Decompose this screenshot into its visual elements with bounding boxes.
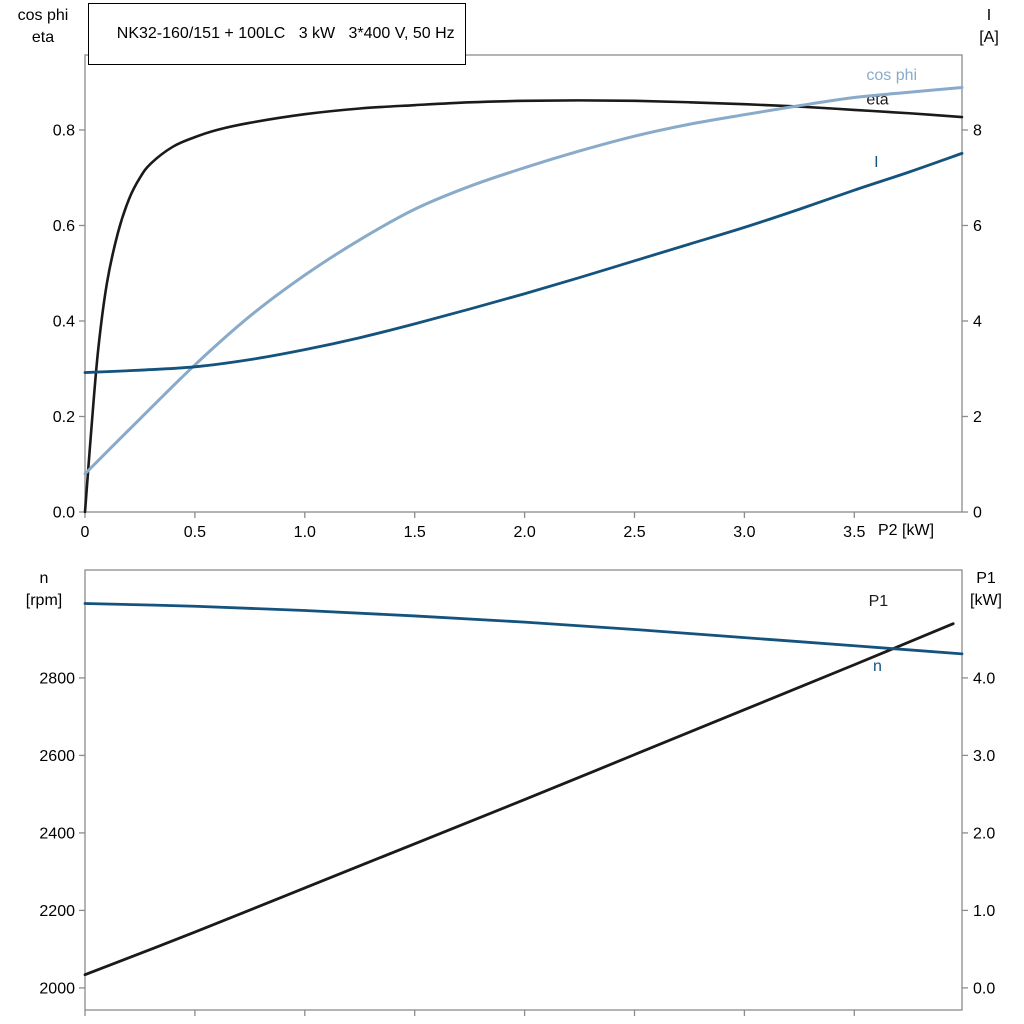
x-tick-label: 2.5 (623, 524, 645, 541)
right-axis-label-line2: [kW] (970, 592, 1002, 609)
top-left-axis-label: cos phi eta (4, 5, 82, 49)
right-tick-label: 1.0 (973, 903, 995, 920)
series-n-curve (83, 602, 964, 656)
right-axis-label-line2: [A] (979, 29, 999, 46)
left-axis-label-line2: [rpm] (25, 592, 63, 609)
series-cos-phi-curve (83, 85, 964, 476)
x-tick-label: 2.0 (513, 524, 535, 541)
right-tick-label: 8 (973, 122, 982, 139)
x-tick-label: 0.5 (184, 524, 206, 541)
chart-title: NK32-160/151 + 100LC 3 kW 3*400 V, 50 Hz (116, 25, 455, 42)
top-chart: 0.0 0.2 0.4 0.6 0.8 0 2 4 6 8 0 0.5 1.0 1.5 2.0 2.5 3.0 3… (53, 54, 982, 541)
series-I-label: I (874, 154, 878, 171)
chart-title-box: NK32-160/151 + 100LC 3 kW 3*400 V, 50 Hz (88, 3, 466, 65)
x-tick-label: 1.5 (404, 524, 426, 541)
right-tick-label: 4 (973, 313, 982, 330)
left-tick-label: 2000 (39, 980, 75, 997)
x-tick-label: 3.0 (733, 524, 755, 541)
series-eta-curve (83, 99, 964, 514)
right-tick-label: 2.0 (973, 825, 995, 842)
right-axis-label-line1: I (986, 7, 992, 24)
series-cos-phi-label: cos phi (866, 67, 917, 84)
left-axis-label-line1: n (39, 570, 49, 587)
left-tick-label: 2600 (39, 748, 75, 765)
right-tick-label: 3.0 (973, 748, 995, 765)
left-tick-label: 0.2 (53, 409, 75, 426)
right-tick-label: 0 (973, 505, 982, 522)
top-right-axis-label: I [A] (960, 5, 1018, 49)
x-tick-label: 0 (81, 524, 90, 541)
right-tick-label: 6 (973, 218, 982, 235)
x-tick-label: 1.0 (294, 524, 316, 541)
left-tick-label: 2200 (39, 903, 75, 920)
left-tick-label: 2400 (39, 825, 75, 842)
series-P1-label: P1 (869, 593, 889, 610)
left-axis-label-line1: cos phi (17, 7, 69, 24)
left-axis-label-line2: eta (31, 29, 55, 46)
left-tick-label: 0.8 (53, 122, 75, 139)
top-plot-border (84, 54, 963, 513)
top-x-axis-label: P2 [kW] (878, 522, 935, 539)
bottom-chart: 2000 2200 2400 2600 2800 0.0 1.0 2.0 3.0 4.0 P1 n (39, 569, 995, 1016)
series-I-curve (83, 151, 964, 374)
left-tick-label: 0.6 (53, 218, 75, 235)
bottom-plot-border (84, 569, 963, 1011)
bottom-right-axis-label: P1 [kW] (952, 568, 1020, 612)
right-tick-label: 0.0 (973, 980, 995, 997)
series-P1-curve (83, 622, 955, 977)
bottom-left-axis-label: n [rpm] (8, 568, 80, 612)
right-tick-label: 2 (973, 409, 982, 426)
left-tick-label: 0.0 (53, 505, 75, 522)
right-tick-label: 4.0 (973, 670, 995, 687)
left-tick-label: 2800 (39, 670, 75, 687)
series-n-label: n (873, 658, 882, 675)
x-tick-label: 3.5 (843, 524, 865, 541)
left-tick-label: 0.4 (53, 313, 75, 330)
right-axis-label-line1: P1 (976, 570, 996, 587)
